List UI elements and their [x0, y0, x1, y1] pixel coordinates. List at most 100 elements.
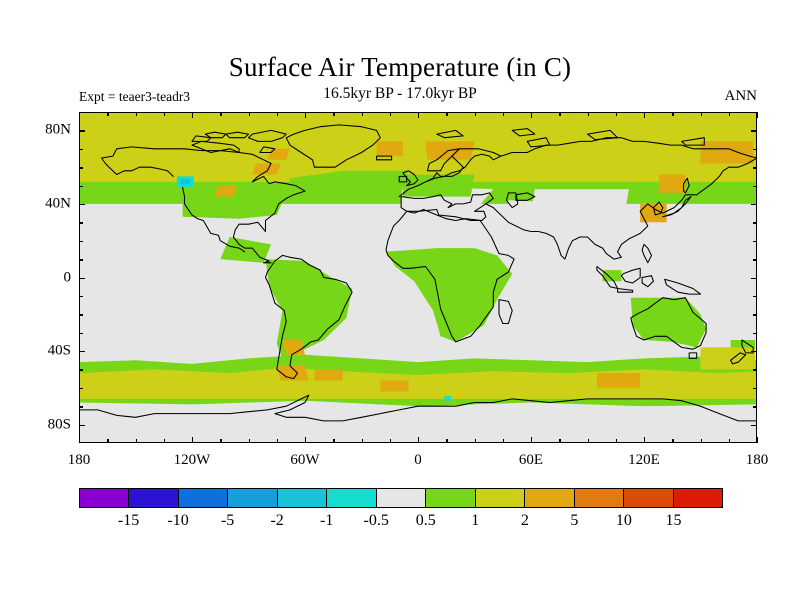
neutral-arabia-india [502, 200, 588, 245]
warmmax-patagonia [282, 340, 305, 355]
coast-svalbard [436, 129, 464, 139]
xtick-120W [192, 437, 194, 443]
ytick-minor-right [753, 240, 757, 243]
colorbar-segment-2 [178, 489, 229, 507]
xtick-minor [220, 439, 222, 443]
xtick-60E [531, 437, 533, 443]
xtick-minor-top [389, 112, 392, 116]
colorbar-tick-0.5: 0.5 [415, 512, 436, 529]
xtick-top-180 [757, 112, 759, 118]
warm-australia [630, 297, 707, 348]
coast-antarctica [79, 394, 757, 422]
ytick-minor-right [753, 259, 757, 261]
coast-korea [652, 201, 664, 216]
xtick-minor [361, 439, 363, 443]
warm-natlantic [286, 170, 409, 204]
xtick-top-180 [79, 112, 81, 118]
warmmax-drake [276, 365, 309, 381]
ytick-minor [79, 240, 83, 243]
yaxis-label-0: 0 [63, 269, 72, 285]
xtick-minor [587, 439, 589, 443]
anomaly-field-layer [79, 112, 757, 443]
ytick-40S [79, 351, 85, 353]
yaxis-label-40N: 40N [45, 195, 71, 212]
neutral-npacific-e [79, 207, 174, 263]
neutral-spacific-w [79, 295, 268, 348]
xtick-minor-top [587, 112, 589, 116]
xaxis-label-180: 180 [745, 452, 769, 468]
colorbar [79, 488, 723, 508]
ytick-80S [79, 424, 85, 426]
xaxis-label-60W: 60W [290, 452, 320, 468]
colorbar-segment-10 [574, 489, 625, 507]
warmmax-indian-s [596, 373, 641, 388]
yaxis-label-80N: 80N [45, 121, 71, 138]
coast-ireland [398, 175, 408, 183]
coast-ellesmere [247, 129, 287, 142]
xtick-minor-top [276, 112, 279, 116]
warm-africa [386, 248, 513, 342]
xtick-180 [757, 437, 759, 443]
xtick-minor-top [220, 112, 222, 116]
colorbar-tick-15: 15 [665, 512, 682, 529]
colorbar-segment-4 [277, 489, 328, 507]
ytick-minor [79, 406, 83, 408]
colorbar-segment-7 [426, 489, 476, 507]
ytick-right-0 [751, 277, 757, 279]
xaxis-label-120W: 120W [173, 452, 211, 468]
warm-namerica-mid [182, 189, 287, 219]
coast-greenland [285, 124, 381, 168]
ytick-right-40N [751, 203, 757, 206]
ytick-minor [79, 167, 83, 169]
ytick-right-80S [751, 424, 757, 426]
warm-europe [402, 174, 475, 197]
colorbar-segments [79, 488, 723, 508]
coast-severnaya-zemlya [586, 129, 619, 141]
xtick-top-120E [644, 112, 646, 118]
xtick-minor-top [474, 112, 476, 116]
coast-west-namerica [182, 186, 246, 253]
colorbar-tick-10: 10 [615, 512, 632, 529]
colorbar-segment-11 [624, 489, 674, 507]
ytick-minor [79, 222, 83, 224]
xtick-180 [79, 437, 81, 443]
warmmax-weddell [380, 380, 409, 392]
colorbar-tick--10: -10 [167, 512, 189, 529]
ytick-minor [79, 314, 83, 316]
experiment-label: Expt = teaer3-teadr3 [79, 89, 191, 104]
warmmax-okhotsk [659, 174, 686, 193]
coast-novaya-zemlya [526, 137, 551, 148]
xtick-minor [107, 439, 109, 443]
xtick-minor [474, 439, 476, 443]
coast-southampton [259, 146, 276, 154]
coast-tasmania [688, 352, 698, 359]
xtick-minor [389, 439, 392, 443]
ytick-minor-right [753, 314, 757, 316]
ytick-minor [79, 185, 83, 187]
ytick-minor-right [753, 222, 757, 224]
coast-aral [515, 192, 536, 201]
colorbar-segment-5 [327, 489, 377, 507]
page-title: Surface Air Temperature (in C) [228, 52, 572, 82]
xtick-minor-top [107, 112, 109, 116]
ytick-right-40S [751, 351, 757, 353]
ytick-minor [79, 259, 83, 261]
neutral-madagascar [499, 299, 513, 326]
coast-scandinavia [426, 148, 460, 172]
colorbar-tick--5: -5 [220, 512, 235, 529]
xtick-top-120W [192, 112, 194, 118]
coast-caspian [505, 192, 519, 209]
ytick-minor [79, 387, 83, 390]
xtick-minor-top [248, 112, 250, 116]
warm-siberia-e [606, 145, 673, 168]
coast-nz-north [741, 339, 754, 354]
colorbar-segment-8 [475, 489, 526, 507]
coast-south-america [264, 254, 353, 380]
ytick-minor [79, 369, 83, 371]
ytick-minor-right [753, 369, 757, 371]
xtick-minor-top [446, 112, 448, 116]
colorbar-tick--15: -15 [117, 512, 140, 529]
coast-victoria-island [191, 140, 240, 154]
coast-japan [662, 196, 692, 218]
ytick-right-80N [751, 130, 757, 132]
